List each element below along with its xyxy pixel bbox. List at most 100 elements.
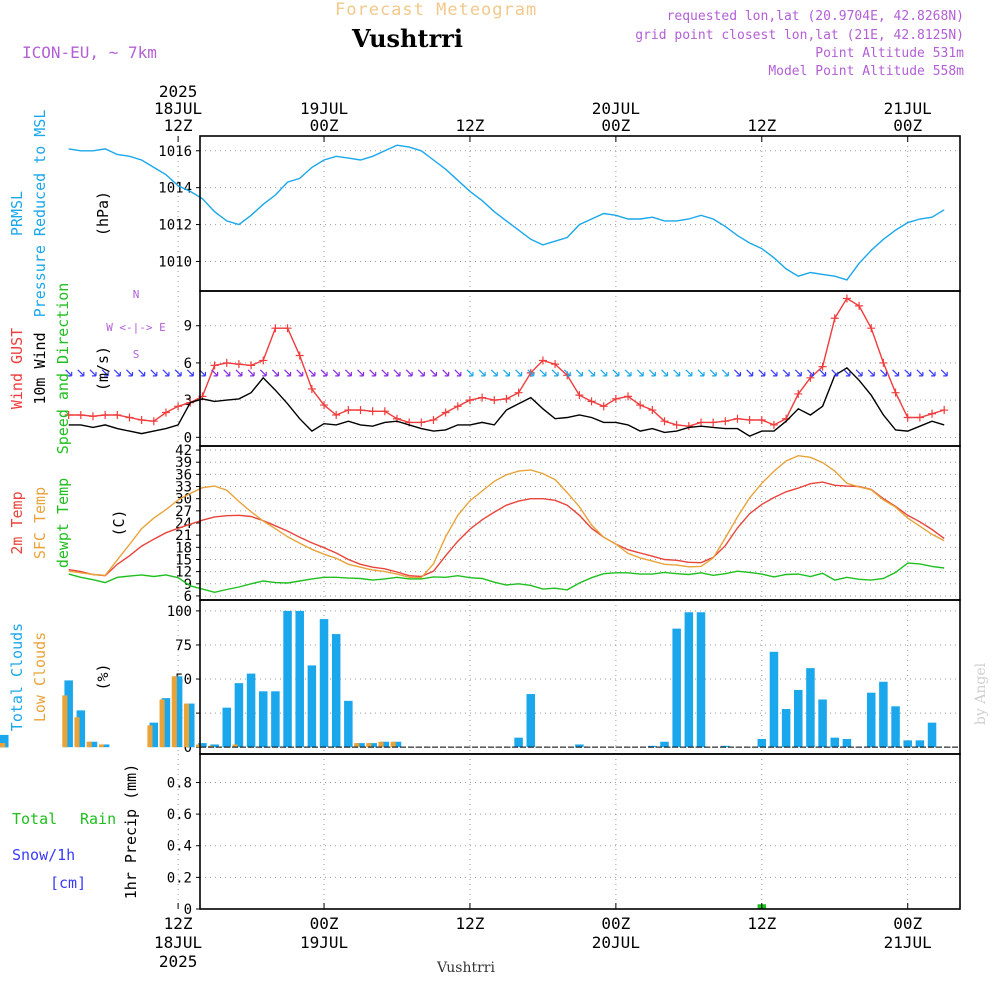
y-tick-label: 36 (175, 467, 192, 483)
gust-marker (125, 413, 134, 422)
gust-marker (502, 394, 511, 403)
wind-direction-arrow (904, 369, 912, 377)
bar-total-clouds (830, 737, 840, 748)
wind-direction-arrow (539, 369, 547, 377)
gust-marker (769, 420, 778, 429)
bar-low-clouds (354, 743, 360, 748)
wind-direction-arrow (551, 369, 559, 377)
axis-label: Speed and Direction (54, 283, 72, 455)
gust-marker (660, 417, 669, 426)
top-time-label: 2025 (159, 82, 198, 101)
top-time-label: 21JUL (884, 99, 932, 118)
bar-total-clouds (64, 680, 73, 748)
bottom-time-label: 00Z (601, 914, 630, 933)
bar-low-clouds (183, 703, 189, 748)
bar-low-clouds (196, 744, 202, 748)
wind-direction-arrow (515, 369, 523, 377)
gust-marker (757, 415, 766, 424)
top-time-label: 20JUL (592, 99, 640, 118)
bottom-time-label: 12Z (747, 914, 776, 933)
bar-low-clouds (208, 745, 214, 748)
bottom-time-label: 00Z (310, 914, 339, 933)
bar-total-clouds (806, 668, 815, 748)
bar-total-clouds (575, 744, 584, 748)
panel-frame (199, 753, 961, 910)
gust-marker (624, 392, 633, 401)
bottom-time-label: 18JUL (154, 933, 202, 952)
gust-marker (928, 409, 937, 418)
bar-total-clouds (380, 741, 390, 748)
bottom-time-label: 21JUL (884, 933, 932, 952)
gust-marker (867, 324, 876, 333)
y-tick-label: 30 (175, 492, 192, 508)
wind-direction-arrow (563, 369, 571, 377)
wind-direction-arrow (259, 369, 267, 377)
point-altitude: Point Altitude 531m (815, 46, 964, 61)
bar-total-clouds (331, 634, 341, 748)
bar-total-clouds (368, 743, 377, 748)
y-tick-label: 1010 (158, 254, 192, 270)
gust-marker (356, 406, 365, 415)
top-time-label: 12Z (455, 116, 484, 135)
gust-marker (842, 294, 851, 303)
wind-direction-arrow (89, 369, 97, 377)
wind-direction-arrow (879, 369, 887, 377)
gust-marker (490, 396, 499, 405)
bar-total-clouds (198, 743, 207, 748)
bar-total-clouds (295, 610, 304, 748)
bar-total-clouds (161, 698, 171, 748)
bar-total-clouds (769, 651, 779, 748)
gust-marker (441, 408, 450, 417)
wind-direction-arrow (150, 369, 158, 377)
bottom-time-label: 12Z (455, 914, 484, 933)
bar-total-clouds (222, 707, 232, 748)
axis-label: PRMSL (8, 191, 26, 236)
gust-marker (745, 415, 754, 424)
wind-direction-arrow (113, 369, 121, 377)
wind-direction-arrow (271, 369, 279, 377)
gust-marker (429, 415, 438, 424)
axis-label: (C) (110, 509, 128, 536)
wind-direction-arrow (673, 369, 681, 377)
wind-direction-arrow (247, 369, 255, 377)
y-tick-label: 12 (175, 565, 192, 581)
compass-south: S (133, 348, 140, 361)
gust-marker (222, 358, 231, 367)
wind-direction-arrow (527, 369, 535, 377)
gust-marker (234, 360, 243, 369)
bar-total-clouds (818, 699, 827, 748)
panel-frame (199, 135, 961, 292)
wind-direction-arrow (174, 369, 182, 377)
gust-marker (806, 373, 815, 382)
gust-marker (672, 420, 681, 429)
axis-label: dewpt Temp (54, 478, 72, 568)
wind-direction-arrow (503, 369, 511, 377)
wind-direction-arrow (417, 369, 425, 377)
axis-label: (hPa) (94, 191, 112, 236)
bar-low-clouds (74, 717, 80, 748)
gridpoint-coordinates: grid point closest lon,lat (21E, 42.8125… (635, 28, 964, 43)
axis-label: Wind GUST (8, 328, 26, 409)
top-time-label: 18JUL (154, 99, 202, 118)
wind-panel: 0 3 6 9 Wind GUST 10m Wind Speed and Direction… (8, 283, 961, 455)
y-tick-label: 18 (175, 540, 192, 556)
bar-total-clouds (76, 710, 86, 748)
bar-total-clouds (526, 694, 536, 748)
gust-marker (575, 391, 584, 400)
bar-total-clouds (283, 610, 292, 748)
wind-direction-arrow (369, 369, 377, 377)
bottom-time-label: 12Z (164, 914, 193, 933)
top-time-label: 00Z (601, 116, 630, 135)
gust-marker (174, 402, 183, 411)
axis-label: 1hr Precip (mm) (122, 764, 140, 899)
series-10m-wind (68, 367, 945, 437)
wind-direction-arrow (685, 369, 693, 377)
wind-direction-arrow (892, 369, 900, 377)
y-tick-label: 0.8 (167, 775, 192, 791)
location-title: Vushtrri (352, 24, 463, 53)
gust-marker (514, 388, 523, 397)
wind-direction-arrow (721, 369, 729, 377)
series-2m-temp (68, 481, 945, 578)
